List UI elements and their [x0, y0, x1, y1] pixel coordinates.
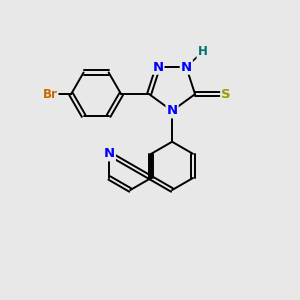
Text: S: S	[221, 88, 231, 101]
Text: N: N	[104, 147, 115, 160]
Text: Br: Br	[43, 88, 57, 101]
Text: H: H	[197, 45, 207, 58]
Text: N: N	[181, 61, 192, 74]
Text: N: N	[167, 104, 178, 117]
Text: N: N	[152, 61, 164, 74]
